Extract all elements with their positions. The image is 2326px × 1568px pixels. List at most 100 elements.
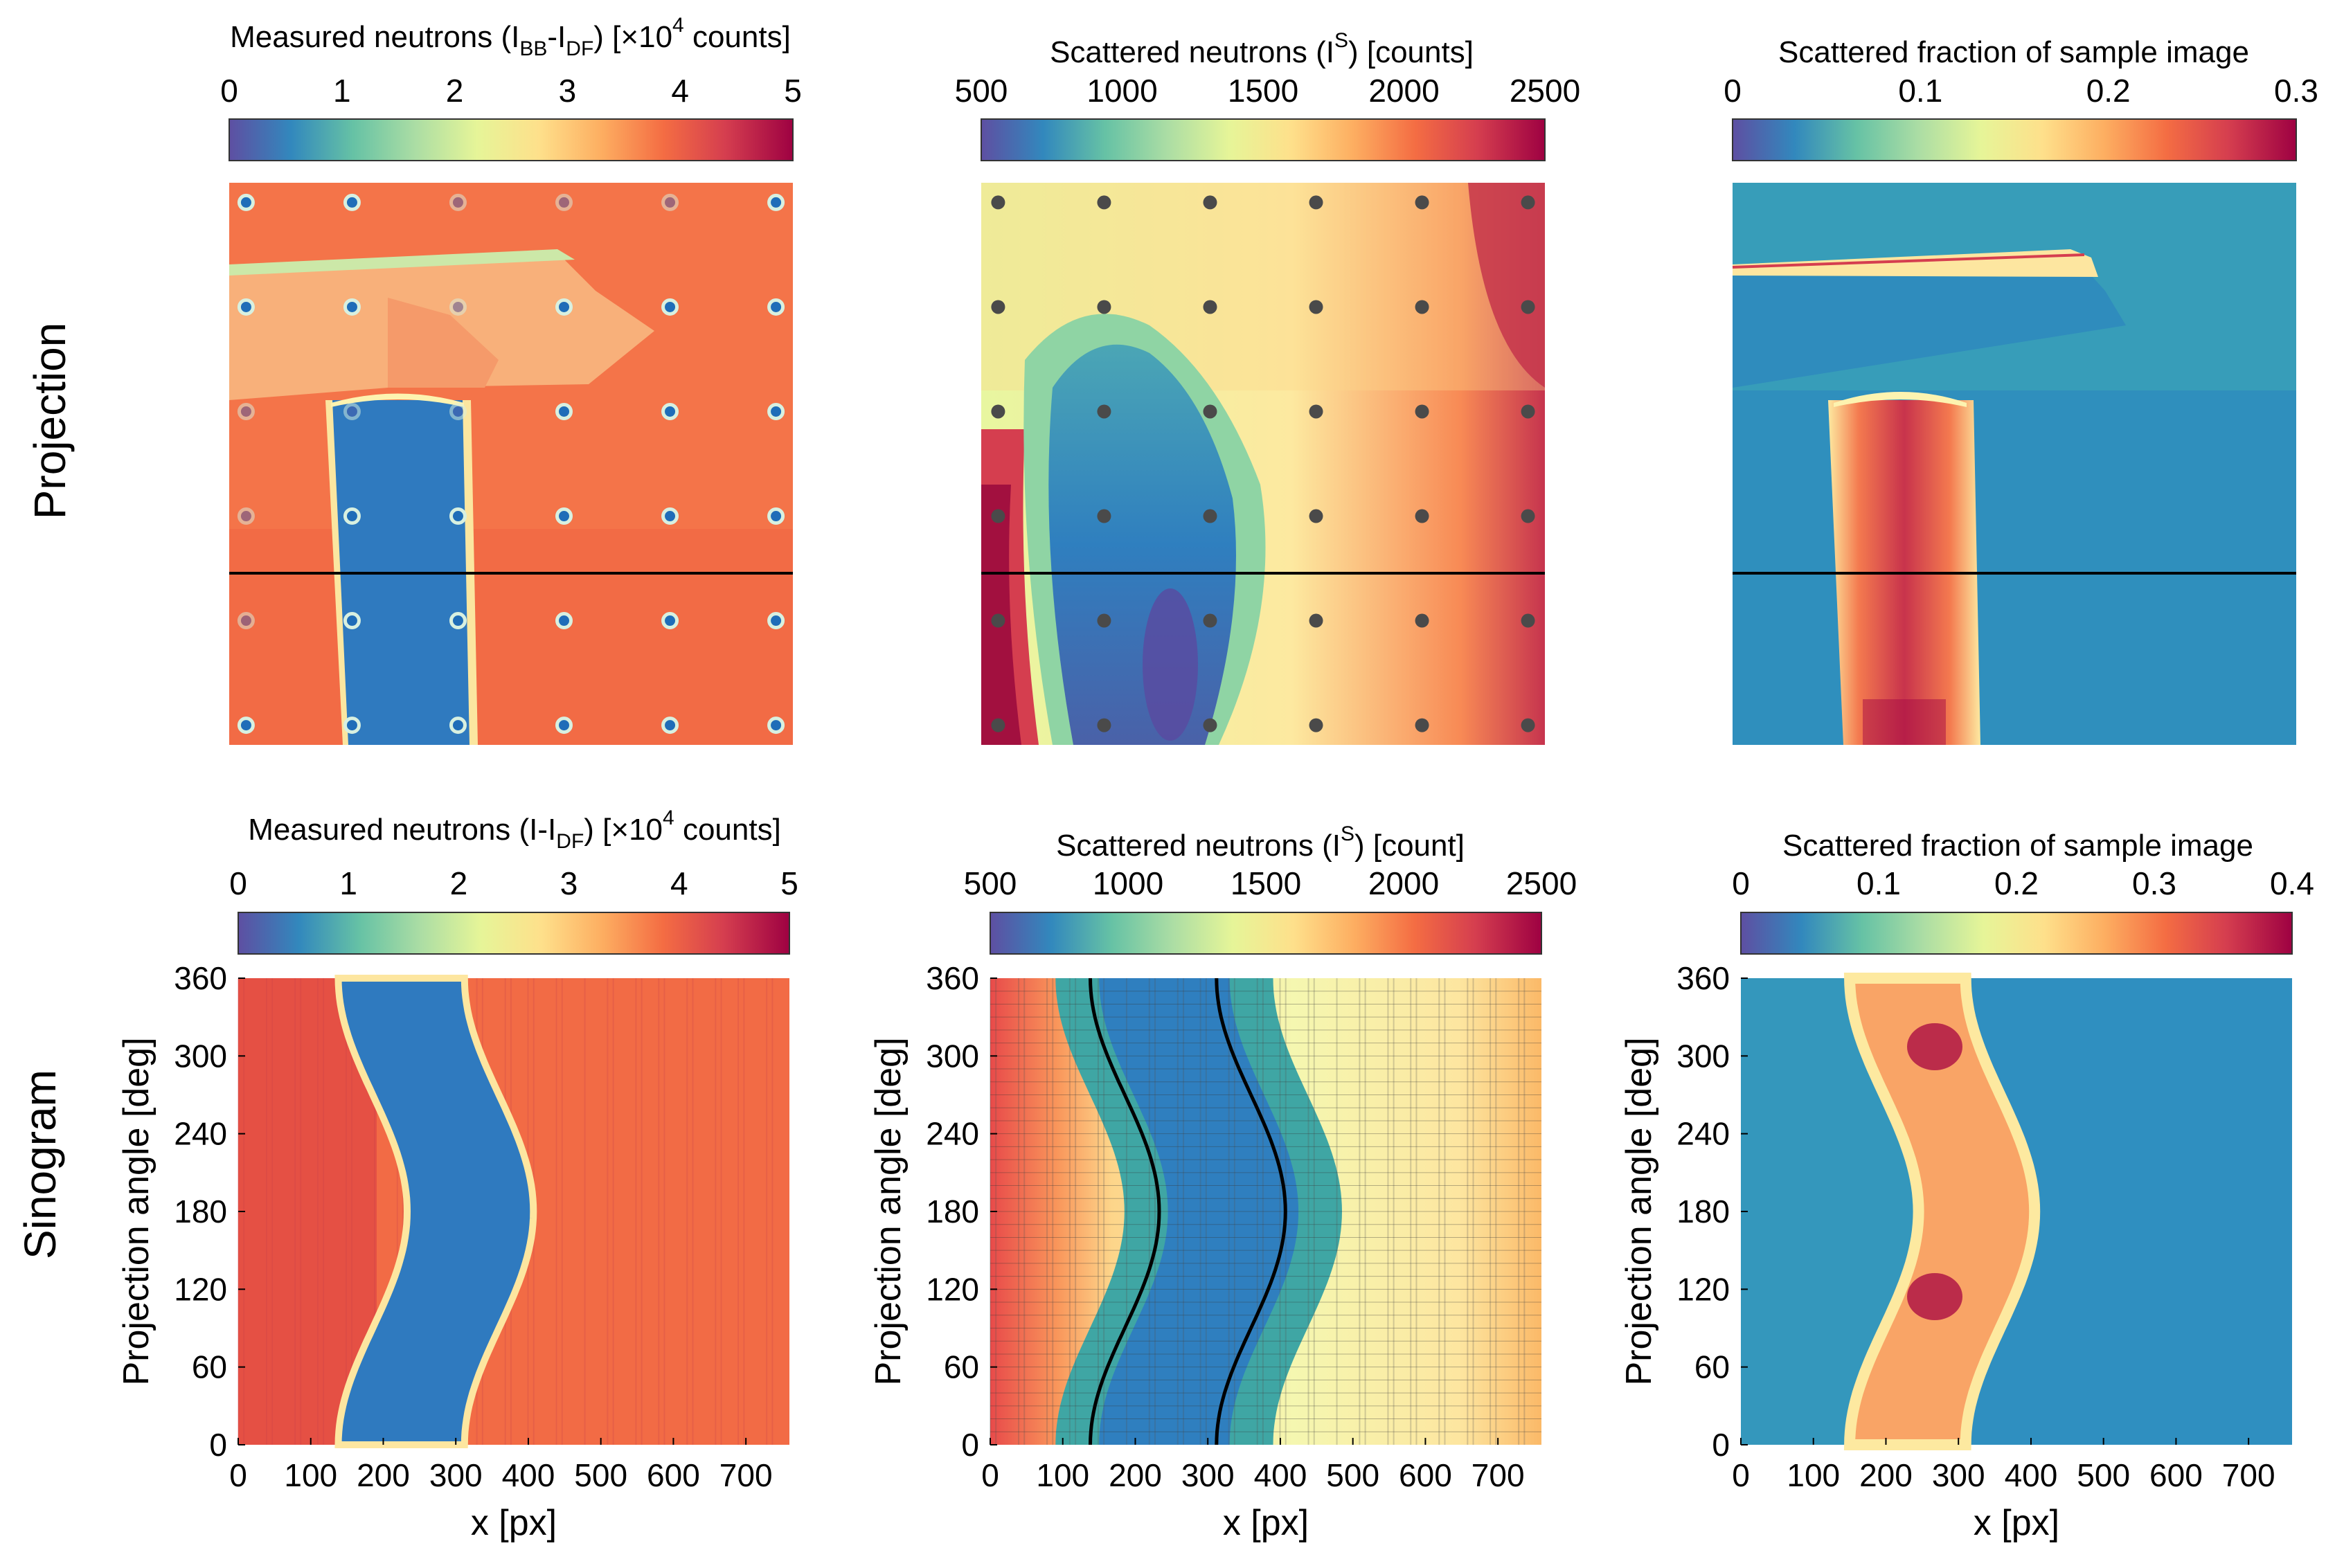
colorbar-tick-label: 5	[780, 865, 798, 901]
calibration-dot	[1521, 509, 1535, 523]
colorbar-tick-label: 5	[784, 73, 802, 109]
y-tick-label: 120	[1676, 1271, 1730, 1307]
calibration-dot	[1309, 718, 1323, 732]
colorbar-title: Scattered neutrons (IS) [counts]	[1050, 29, 1474, 69]
calibration-dot	[767, 507, 785, 525]
fraction-image	[1732, 183, 2296, 745]
y-axis-label: Projection angle [deg]	[1619, 1037, 1659, 1385]
calibration-dot	[1415, 718, 1429, 732]
colorbar-tick-label: 0	[229, 865, 247, 901]
x-axis-label: x [px]	[471, 1503, 557, 1543]
calibration-dot	[237, 298, 255, 316]
calibration-dot	[237, 717, 255, 735]
panel-projection-fraction: Scattered fraction of sample image 0 0.1 0…	[1724, 35, 2318, 745]
calibration-dot	[991, 509, 1005, 523]
colorbar-tick-label: 1	[339, 865, 357, 901]
calibration-dot	[661, 402, 679, 420]
calibration-dot	[449, 507, 467, 525]
x-tick-label: 700	[1471, 1457, 1525, 1493]
calibration-dot	[1203, 404, 1217, 419]
calibration-dot	[991, 300, 1005, 314]
x-tick-label: 400	[2005, 1457, 2058, 1493]
calibration-dot	[767, 717, 785, 735]
panel-sinogram-measured: Measured neutrons (I-IDF) [×104 counts] …	[116, 806, 798, 1543]
colorbar-tick-label: 2	[446, 73, 464, 109]
calibration-dot	[237, 402, 255, 420]
calibration-dot	[1203, 509, 1217, 523]
calibration-dot	[237, 612, 255, 630]
calibration-dot	[555, 507, 573, 525]
y-tick-label: 300	[174, 1038, 227, 1074]
x-tick-label: 0	[981, 1457, 999, 1493]
calibration-dot	[343, 402, 361, 420]
colorbar-tick-label: 3	[559, 73, 577, 109]
calibration-dot	[991, 613, 1005, 628]
calibration-dot	[449, 612, 467, 630]
sample-edge-curve	[1215, 977, 1287, 1445]
calibration-dot	[449, 402, 467, 420]
calibration-dot	[1415, 509, 1429, 523]
row-label-sinogram: Sinogram	[15, 1070, 65, 1259]
colorbar	[1732, 118, 2297, 161]
colorbar-tick-label: 2500	[1506, 865, 1577, 901]
x-tick-label: 200	[357, 1457, 410, 1493]
y-tick-label: 0	[1712, 1427, 1730, 1463]
calibration-dot	[1309, 404, 1323, 419]
colorbar-tick-label: 2000	[1368, 865, 1439, 901]
row-label-projection: Projection	[25, 323, 75, 520]
y-tick-label: 60	[192, 1349, 227, 1385]
colorbar-tick-label: 1000	[1086, 73, 1157, 109]
colorbar-tick-label: 1000	[1093, 865, 1163, 901]
y-tick-label: 300	[926, 1038, 979, 1074]
panel-sinogram-scattered: Scattered neutrons (IS) [count] 500 1000 1…	[868, 822, 1577, 1543]
calibration-dot	[1415, 300, 1429, 314]
x-tick-label: 200	[1109, 1457, 1162, 1493]
calibration-dot	[767, 298, 785, 316]
calibration-dot	[991, 718, 1005, 732]
colorbar-tick-label: 1	[333, 73, 351, 109]
calibration-dot	[1521, 613, 1535, 628]
colorbar	[981, 118, 1546, 161]
panel-sinogram-fraction: Scattered fraction of sample image 0 0.1 0…	[1619, 829, 2314, 1543]
x-tick-label: 400	[502, 1457, 555, 1493]
sinogram-band	[1843, 973, 2041, 1450]
colorbar-tick-label: 0.1	[1857, 865, 1901, 901]
projection-image	[229, 183, 793, 745]
calibration-dot	[343, 717, 361, 735]
colorbar-tick-label: 2	[450, 865, 468, 901]
calibration-dot	[1097, 613, 1111, 628]
colorbar-tick-label: 0.3	[2274, 73, 2318, 109]
x-tick-label: 700	[2222, 1457, 2275, 1493]
y-tick-label: 240	[174, 1116, 227, 1152]
calibration-dot	[1097, 509, 1111, 523]
calibration-dot	[767, 612, 785, 630]
calibration-dot	[1309, 509, 1323, 523]
calibration-dot	[555, 717, 573, 735]
colorbar-tick-label: 500	[955, 73, 1008, 109]
x-tick-label: 300	[1932, 1457, 1985, 1493]
y-tick-label: 120	[926, 1271, 979, 1307]
colorbar-tick-label: 0.4	[2270, 865, 2314, 901]
sinogram-fraction-image	[1741, 973, 2292, 1450]
colorbar-title: Measured neutrons (IBB-IDF) [×104 counts…	[230, 14, 791, 60]
calibration-dot	[661, 612, 679, 630]
y-axis-label: Projection angle [deg]	[868, 1037, 909, 1385]
colorbar-tick-label: 0.2	[1994, 865, 2039, 901]
panel-projection-measured: Measured neutrons (IBB-IDF) [×104 counts…	[220, 14, 802, 745]
x-tick-label: 100	[1787, 1457, 1840, 1493]
y-tick-label: 240	[926, 1116, 979, 1152]
colorbar	[990, 912, 1542, 955]
calibration-dot	[555, 612, 573, 630]
colorbar-tick-label: 1500	[1228, 73, 1298, 109]
x-tick-label: 100	[284, 1457, 337, 1493]
y-axis-label: Projection angle [deg]	[116, 1037, 156, 1385]
calibration-dot	[237, 193, 255, 211]
sinogram-band	[334, 975, 537, 1448]
calibration-dot	[1203, 613, 1217, 628]
y-tick-label: 180	[1676, 1193, 1730, 1229]
colorbar-title: Measured neutrons (I-IDF) [×104 counts]	[248, 806, 781, 853]
calibration-dot	[237, 507, 255, 525]
colorbar-tick-label: 0.1	[1898, 73, 1942, 109]
calibration-dot	[1097, 195, 1111, 210]
